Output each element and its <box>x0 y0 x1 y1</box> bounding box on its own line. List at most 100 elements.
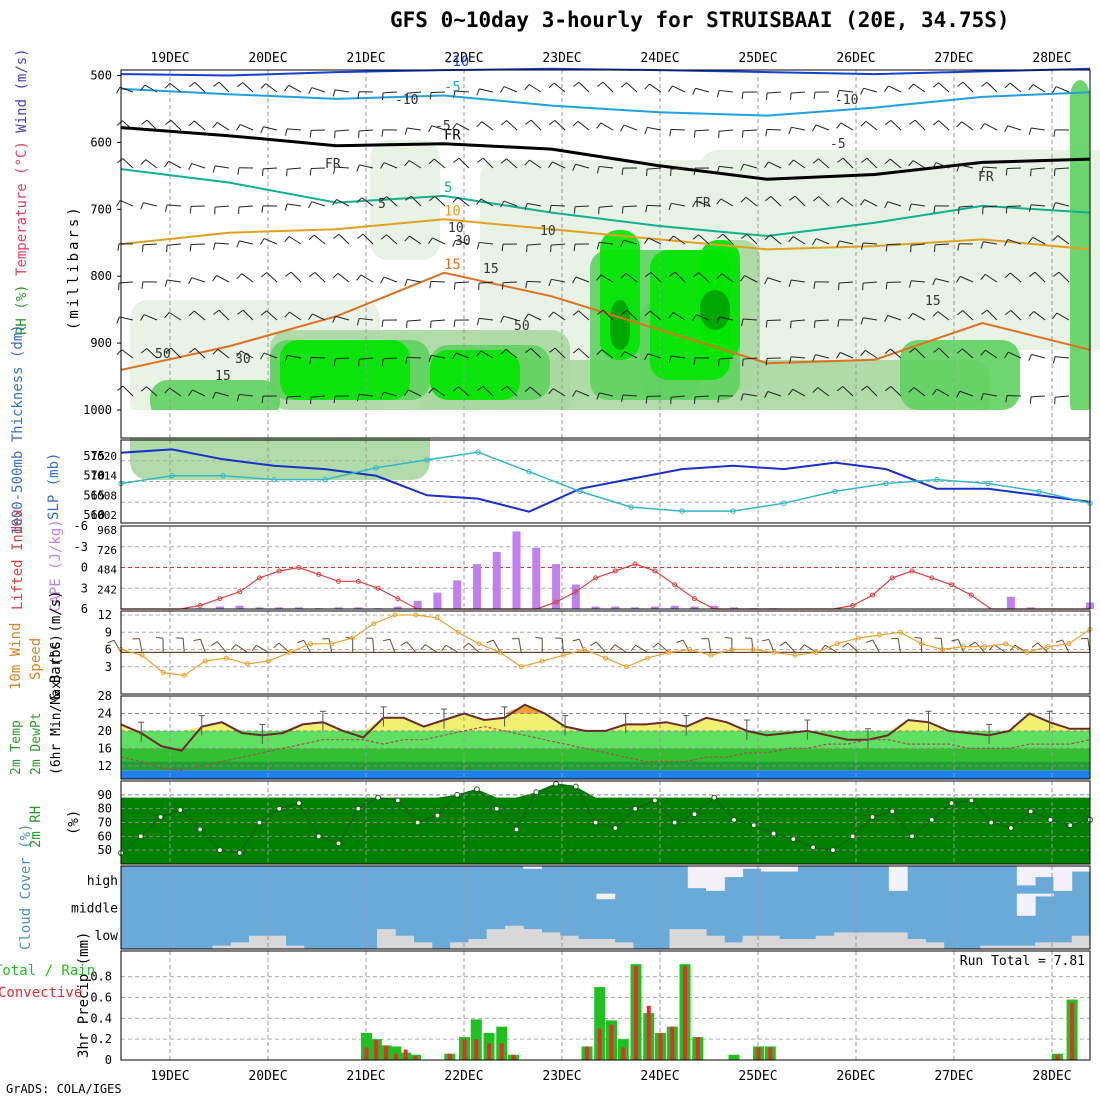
wind-barb <box>529 386 542 397</box>
lifted-index-point <box>632 561 638 567</box>
cloud-low-bar <box>779 939 798 949</box>
wind-barb <box>597 81 604 87</box>
wind-barb <box>884 315 889 322</box>
lifted-index-point <box>929 575 935 581</box>
wind-barb <box>1006 167 1022 170</box>
rh-tick: 70 <box>98 816 112 830</box>
wind-barb <box>332 316 336 323</box>
rh-unit: (%) <box>66 810 82 835</box>
wind-barb <box>578 310 590 321</box>
cloud-low-bar <box>706 935 725 949</box>
wind-barb <box>839 89 854 93</box>
wind-barb <box>911 280 926 283</box>
cape-bar <box>690 606 699 609</box>
surface-wind-barb <box>400 641 408 647</box>
wind-barb <box>143 314 158 321</box>
wind-barb <box>479 88 494 93</box>
surface-wind-barb <box>940 638 944 653</box>
wind-barb <box>983 205 998 208</box>
wind-barb <box>335 89 350 93</box>
wind-barb <box>1031 167 1046 170</box>
thickness-point <box>169 472 175 479</box>
surface-wind-barb <box>761 638 770 642</box>
wind-barb <box>476 318 480 326</box>
cloud-tick: middle <box>71 902 118 917</box>
panel-frame <box>120 865 1091 950</box>
lifted-index-point <box>296 565 302 570</box>
lifted-index-point <box>968 592 974 598</box>
wind-barb <box>1005 395 1008 403</box>
date-tick-bottom: 26DEC <box>836 1069 875 1084</box>
wind-barb <box>980 241 984 249</box>
wind-barb <box>524 203 528 211</box>
cape-label: CAPE (J/kg) <box>48 519 64 612</box>
date-tick-top: 28DEC <box>1032 51 1071 66</box>
surface-wind-barb <box>256 644 269 653</box>
wind-barb <box>1052 356 1056 364</box>
wind-barb <box>864 199 878 207</box>
wind-barb <box>309 357 312 365</box>
wind-barb <box>692 272 699 278</box>
wind-barb <box>479 281 494 284</box>
rh-point <box>711 794 718 801</box>
wind-barb <box>261 168 264 176</box>
cloud-high-gap <box>706 866 725 891</box>
wind-barb <box>476 198 482 205</box>
rh-area <box>430 350 520 400</box>
contour-label: 10 <box>540 224 556 239</box>
rh-point <box>1007 825 1014 831</box>
wind-barb <box>913 83 926 93</box>
date-tick-top: 21DEC <box>346 51 385 66</box>
date-tick-bottom: 24DEC <box>640 1069 679 1084</box>
cloud-high-gap <box>523 866 543 869</box>
surface-wind-barb <box>230 644 237 651</box>
wind-barb <box>791 356 806 359</box>
wind-barb <box>980 123 985 130</box>
wind-barb <box>309 168 312 176</box>
contour-label: 5 <box>378 197 386 212</box>
rh-area <box>610 300 630 350</box>
wind-barb <box>812 354 816 362</box>
wind-barb <box>554 119 566 131</box>
wind-barb <box>1030 395 1046 398</box>
wind-barb <box>932 82 939 88</box>
wind-speed-point <box>455 629 461 635</box>
cloud-low-bar <box>267 935 287 949</box>
wind-barb <box>358 130 360 138</box>
cloud-low-bar <box>998 945 1018 949</box>
precip-conv-bar <box>474 1039 479 1060</box>
pressure-tick: 800 <box>90 269 112 283</box>
wind-barb <box>407 91 422 94</box>
precip-tick: 0.6 <box>90 990 112 1004</box>
precip-conv-bar <box>646 1005 651 1060</box>
wind-barb <box>500 315 504 323</box>
wind-barb <box>1053 129 1056 137</box>
surface-wind-barb <box>445 644 459 653</box>
precip-conv-bar <box>364 1047 369 1060</box>
surface-wind-barb <box>872 639 880 653</box>
wind-barb <box>764 391 769 398</box>
wind-barb <box>861 157 868 163</box>
wind-barb <box>333 358 336 366</box>
wind-barb <box>167 243 182 246</box>
wind-barb <box>165 347 172 353</box>
wind-barb <box>1010 310 1022 321</box>
wind-barb <box>885 119 892 126</box>
wind-barb <box>866 157 878 169</box>
wind-barb <box>260 272 267 278</box>
cape-bar <box>453 580 462 609</box>
rh-tick: 90 <box>98 788 112 802</box>
wind-barb <box>167 279 182 283</box>
wind-barb <box>694 395 710 398</box>
wind-barb <box>959 275 974 283</box>
wind-barb <box>193 120 206 131</box>
wind-barb <box>572 120 579 127</box>
wind-barb <box>890 386 902 397</box>
wind-barb <box>122 385 134 397</box>
isotherm-10 <box>120 218 1091 251</box>
cloud-low-bar <box>230 942 250 949</box>
wind-barb <box>865 120 878 131</box>
wind-speed-point <box>982 644 988 650</box>
cloud-low-bar <box>212 945 232 949</box>
cloud-low-bar <box>468 939 488 949</box>
